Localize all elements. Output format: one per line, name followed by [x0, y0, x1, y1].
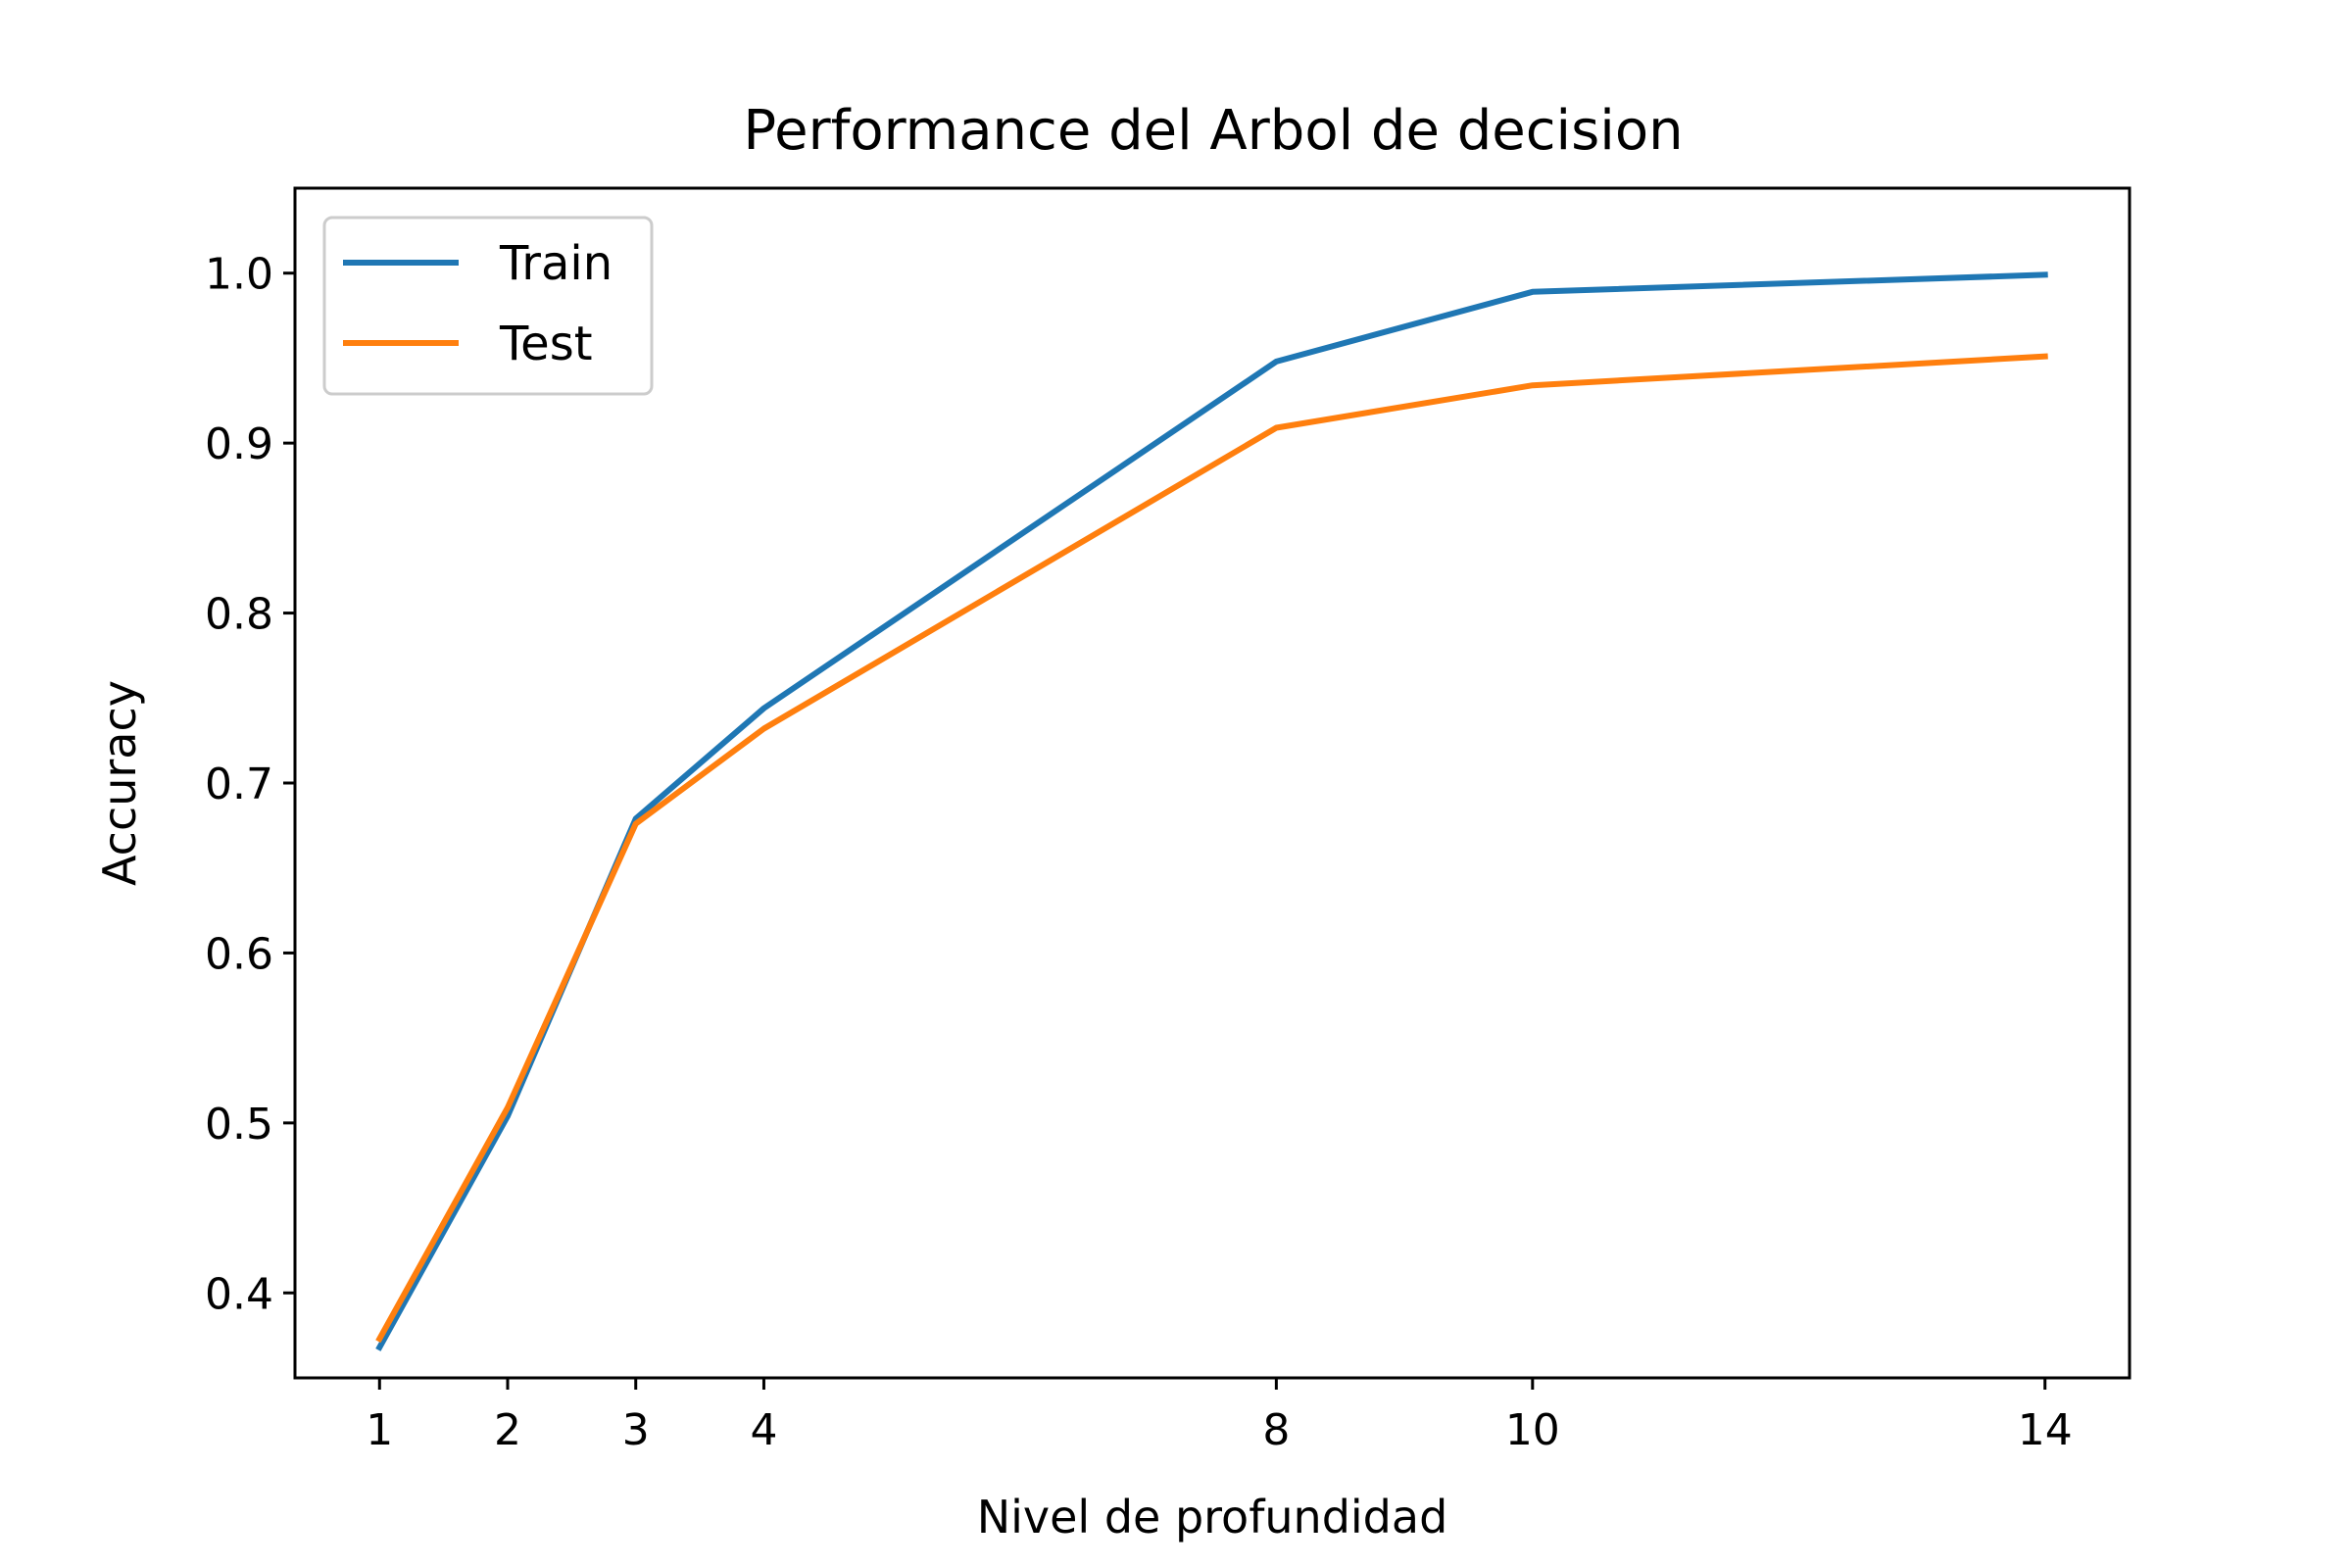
x-tick-label: 14 — [2018, 1405, 2073, 1455]
legend-label-train: Train — [499, 236, 612, 291]
y-tick-label: 0.5 — [205, 1100, 273, 1150]
y-axis: 0.4 0.5 0.6 0.7 0.8 0.9 1.0 — [205, 250, 295, 1319]
chart-title: Performance del Arbol de decision — [743, 99, 1683, 163]
x-tick-label: 4 — [750, 1405, 777, 1455]
y-axis-label: Accuracy — [93, 680, 146, 886]
x-axis: 1 2 3 4 8 10 14 — [366, 1378, 2073, 1455]
x-tick-label: 1 — [366, 1405, 393, 1455]
x-tick-label: 10 — [1505, 1405, 1560, 1455]
legend: Train Test — [322, 216, 654, 396]
y-tick-label: 0.8 — [205, 590, 273, 640]
legend-label-test: Test — [499, 317, 593, 371]
x-tick-label: 8 — [1262, 1405, 1290, 1455]
series-line-test — [375, 353, 2048, 1344]
y-tick-label: 0.4 — [205, 1269, 273, 1319]
series-line-train — [375, 271, 2048, 1351]
y-tick-label: 1.0 — [205, 250, 273, 300]
plot-area — [375, 271, 2048, 1351]
x-tick-label: 2 — [494, 1405, 521, 1455]
x-tick-label: 3 — [622, 1405, 650, 1455]
y-tick-label: 0.7 — [205, 760, 273, 809]
x-axis-label: Nivel de profundidad — [977, 1491, 1448, 1544]
y-tick-label: 0.9 — [205, 419, 273, 469]
y-tick-label: 0.6 — [205, 929, 273, 979]
